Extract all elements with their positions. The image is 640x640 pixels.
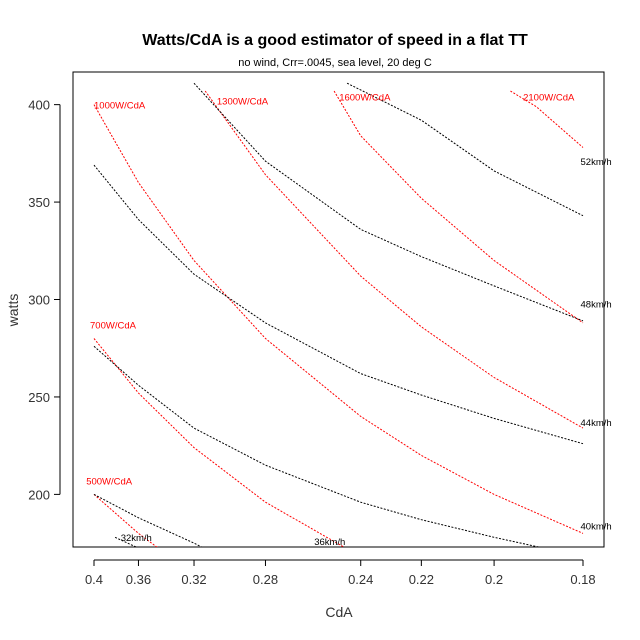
speed-curve-44km-h [93,164,584,445]
ratio-label: 700W/CdA [90,321,137,332]
speed-label: 52km/h [581,157,612,168]
ratio-curve-1000w-cda [93,104,584,534]
speed-curve-40km-h [93,345,541,547]
speed-curve-32km-h [114,536,137,547]
speed-label: 36km/h [314,537,345,548]
chart-subtitle: no wind, Crr=.0045, sea level, 20 deg C [238,57,432,69]
ratio-label: 2100W/CdA [523,93,575,104]
curve-labels: 32km/h 36km/h 40km/h 44km/h 48km/h 52km/h 500W… [86,93,611,548]
x-tick-label: 0.2 [485,572,503,587]
curves [93,82,584,547]
y-axis: 200 250 300 350 400 [28,98,61,502]
ratio-curve-2100w-cda [510,90,584,148]
x-tick-label: 0.28 [253,572,278,587]
x-tick-label: 0.24 [348,572,373,587]
x-tick-label: 0.36 [126,572,151,587]
y-tick-label: 200 [28,487,50,502]
speed-curve-36km-h [93,493,203,547]
y-axis-label: watts [5,294,21,328]
plot-frame [72,71,605,548]
speed-curve-48km-h [193,82,584,322]
x-tick-label: 0.4 [85,572,103,587]
speed-label: 32km/h [121,533,152,544]
ratio-label: 1000W/CdA [94,101,146,112]
ratio-curve-500w-cda [93,494,158,547]
y-tick-label: 250 [28,390,50,405]
speed-label: 44km/h [581,418,612,429]
ratio-label: 500W/CdA [86,477,133,488]
chart-title: Watts/CdA is a good estimator of speed i… [142,32,528,49]
ratio-label: 1600W/CdA [339,93,391,104]
y-tick-label: 400 [28,98,50,113]
speed-label: 40km/h [581,522,612,533]
x-tick-label: 0.18 [570,572,595,587]
x-tick-label: 0.32 [181,572,206,587]
x-axis: 0.4 0.36 0.32 0.28 0.24 0.22 0.2 0.18 [85,559,596,587]
ratio-curve-1300w-cda [204,90,584,429]
x-tick-label: 0.22 [409,572,434,587]
speed-curve-52km-h [346,82,584,217]
ratio-label: 1300W/CdA [217,97,269,108]
y-tick-label: 300 [28,293,50,308]
ratio-curve-1600w-cda [333,90,584,324]
speed-label: 48km/h [581,299,612,310]
x-axis-label: CdA [325,604,353,620]
y-tick-label: 350 [28,195,50,210]
ratio-curve-700w-cda [93,338,345,547]
